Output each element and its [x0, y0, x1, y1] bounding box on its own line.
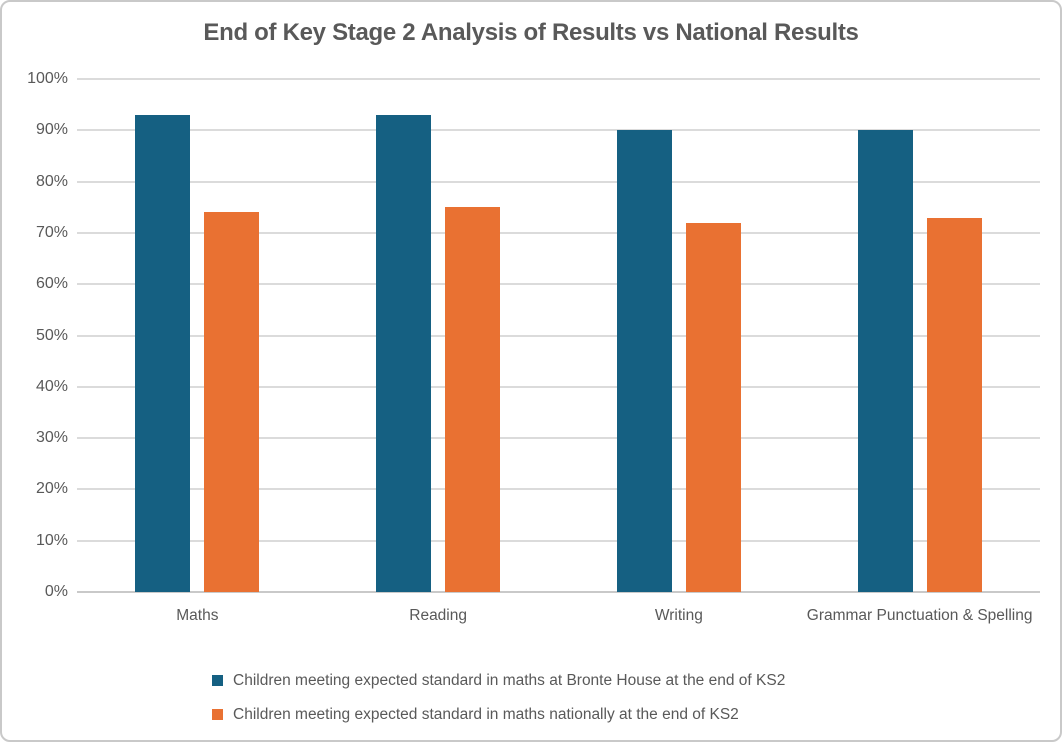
category-label-writing: Writing — [654, 607, 703, 624]
y-tick-label-90: 90% — [35, 121, 68, 139]
bar-series1-writing — [616, 130, 672, 592]
category-label-maths: Maths — [176, 607, 219, 624]
gridline-20 — [77, 488, 1040, 491]
category-label-grammar-punctuation-spelling: Grammar Punctuation & Spelling — [806, 607, 1033, 624]
category-label-reading: Reading — [409, 607, 467, 624]
bar-series1-reading — [376, 114, 432, 592]
gridline-100 — [77, 78, 1040, 80]
y-tick-label-50: 50% — [35, 326, 68, 344]
y-tick-label-10: 10% — [35, 531, 68, 549]
legend-swatch-icon — [212, 675, 223, 686]
gridline-70 — [77, 231, 1040, 234]
bar-series1-maths — [135, 114, 191, 592]
y-tick-label-40: 40% — [35, 377, 68, 395]
bar-series2-maths — [204, 212, 260, 592]
y-tick-label-70: 70% — [35, 223, 68, 241]
legend-label: Children meeting expected standard in ma… — [233, 705, 739, 723]
legend-item-series1: Children meeting expected standard in ma… — [212, 670, 785, 691]
legend: Children meeting expected standard in ma… — [212, 670, 785, 738]
y-tick-label-60: 60% — [35, 275, 68, 293]
y-tick-label-100: 100% — [27, 70, 68, 87]
legend-swatch-icon — [212, 709, 223, 720]
y-tick-label-80: 80% — [35, 172, 68, 190]
bar-series2-writing — [685, 222, 741, 592]
gridline-50 — [77, 334, 1040, 337]
y-tick-label-0: 0% — [44, 583, 68, 600]
x-axis-line — [77, 591, 1040, 593]
gridline-90 — [77, 129, 1040, 132]
gridline-40 — [77, 385, 1040, 388]
plot-area — [77, 78, 1040, 593]
y-tick-label-30: 30% — [35, 429, 68, 447]
legend-label: Children meeting expected standard in ma… — [233, 671, 786, 689]
bar-series2-reading — [445, 207, 501, 592]
chart-title: End of Key Stage 2 Analysis of Results v… — [203, 19, 859, 46]
gridline-80 — [77, 180, 1040, 183]
gridline-10 — [77, 539, 1040, 542]
legend-item-series2: Children meeting expected standard in ma… — [212, 704, 785, 725]
y-tick-label-20: 20% — [35, 480, 68, 498]
bar-series2-grammar-punctuation-spelling — [926, 217, 982, 592]
bar-series1-grammar-punctuation-spelling — [857, 130, 913, 592]
gridline-30 — [77, 437, 1040, 440]
gridline-60 — [77, 283, 1040, 286]
